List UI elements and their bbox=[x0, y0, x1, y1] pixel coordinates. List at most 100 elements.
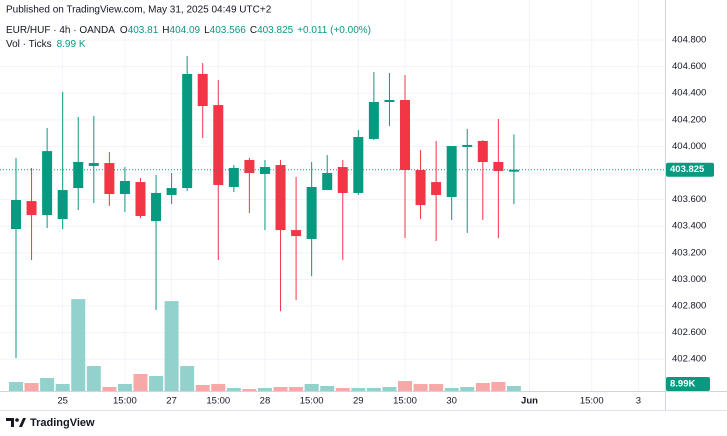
header-backdrop bbox=[0, 2, 250, 16]
volume-bar bbox=[164, 301, 179, 391]
legend-value: 403.566 bbox=[210, 25, 247, 36]
volume-bar bbox=[242, 389, 257, 391]
x-tick-label: 15:00 bbox=[300, 396, 324, 407]
axes: 402.400 402.600 402.800 403.000 403.200 403.4… bbox=[57, 35, 714, 407]
volume-title: Vol · Ticks bbox=[6, 39, 52, 50]
x-tick-label: Jun bbox=[521, 396, 538, 407]
volume-bar bbox=[226, 388, 241, 391]
candle-body bbox=[477, 140, 488, 162]
y-tick-label: 404.200 bbox=[672, 114, 706, 125]
x-tick-label: 27 bbox=[166, 396, 177, 407]
volume-bar bbox=[304, 384, 319, 391]
y-tick-label: 402.800 bbox=[672, 301, 706, 312]
volume-bar bbox=[460, 387, 475, 391]
x-tick-label: 15:00 bbox=[206, 396, 230, 407]
x-tick-label: 15:00 bbox=[580, 396, 604, 407]
y-tick-label: 402.600 bbox=[672, 327, 706, 338]
candle-body bbox=[151, 192, 162, 222]
candle-body bbox=[57, 190, 68, 220]
last-price-label: 403.825 bbox=[670, 164, 705, 175]
brand-logo bbox=[6, 418, 26, 427]
volume-bar bbox=[24, 383, 39, 391]
candle-body bbox=[213, 105, 224, 185]
x-tick-label: 28 bbox=[260, 396, 271, 407]
candle-body bbox=[353, 136, 364, 193]
candle-body bbox=[446, 146, 457, 197]
legend-value: 403.825 bbox=[257, 25, 294, 36]
y-tick-label: 403.000 bbox=[672, 274, 706, 285]
candle-body bbox=[73, 161, 84, 189]
candle-body bbox=[244, 159, 255, 174]
last-volume-tag bbox=[666, 377, 710, 391]
y-tick-label: 404.000 bbox=[672, 141, 706, 152]
candle-body bbox=[508, 169, 519, 172]
candle-body bbox=[135, 182, 146, 216]
volume-bar bbox=[506, 386, 521, 391]
y-tick-label: 403.400 bbox=[672, 221, 706, 232]
volume-bar bbox=[9, 382, 23, 391]
candle-body bbox=[197, 73, 208, 106]
volume-bar bbox=[133, 374, 148, 391]
volume-bar bbox=[335, 388, 350, 391]
candle-body bbox=[259, 167, 270, 174]
candle-body bbox=[26, 201, 37, 216]
legend: EUR/HUF · 4h · OANDA O403.81 H404.09 L403.5… bbox=[6, 25, 371, 36]
candle-body bbox=[291, 230, 302, 237]
volume-bar bbox=[117, 384, 132, 391]
x-tick-label: 15:00 bbox=[393, 396, 417, 407]
volume-bar bbox=[102, 387, 117, 391]
published-note: Published on TradingView.com, May 31, 20… bbox=[6, 5, 272, 16]
x-tick-label: 29 bbox=[353, 396, 364, 407]
last-price-tag bbox=[666, 162, 714, 177]
x-tick-label: 30 bbox=[446, 396, 457, 407]
candle-body bbox=[88, 163, 99, 166]
marks bbox=[0, 55, 665, 391]
volume-bar bbox=[398, 381, 412, 391]
candle-body bbox=[275, 165, 286, 231]
volume-bar bbox=[180, 366, 195, 391]
candle-body bbox=[42, 151, 53, 216]
candle-body bbox=[431, 182, 442, 195]
candle-body bbox=[11, 200, 21, 230]
y-tick-label: 402.400 bbox=[672, 354, 706, 365]
legend-value: 403.81 bbox=[128, 25, 159, 36]
legend-key: L bbox=[204, 25, 210, 36]
candle-body bbox=[384, 100, 395, 103]
x-tick-label: 25 bbox=[57, 396, 68, 407]
volume-bar bbox=[55, 384, 70, 391]
candle-body bbox=[306, 186, 317, 239]
y-tick-label: 404.800 bbox=[672, 35, 706, 46]
volume-bar bbox=[273, 387, 288, 391]
legend-key: C bbox=[250, 25, 257, 36]
volume-bar bbox=[149, 376, 164, 391]
candle-body bbox=[462, 144, 473, 147]
volume-bar bbox=[40, 378, 55, 391]
legend-change: +0.011 (+0.00%) bbox=[297, 25, 371, 36]
candle-body bbox=[322, 173, 333, 191]
candle-body bbox=[119, 181, 130, 195]
candle-body bbox=[166, 188, 177, 195]
volume-bar bbox=[413, 384, 428, 391]
volume-bar bbox=[351, 388, 366, 391]
candle-body bbox=[337, 167, 348, 193]
candle-body bbox=[182, 73, 193, 189]
last-volume-label: 8.99K bbox=[670, 379, 695, 390]
volume-bar bbox=[71, 299, 86, 391]
brand-name: TradingView bbox=[30, 417, 95, 429]
volume-bar bbox=[257, 388, 272, 391]
volume-bar bbox=[491, 382, 506, 391]
x-tick-label: 15:00 bbox=[113, 396, 137, 407]
volume-bar bbox=[444, 388, 459, 391]
y-tick-label: 404.400 bbox=[672, 88, 706, 99]
volume-value: 8.99 K bbox=[57, 39, 86, 50]
candle-body bbox=[493, 161, 504, 172]
legend-value: 404.09 bbox=[170, 25, 201, 36]
volume-bar bbox=[429, 384, 444, 391]
volume-bar bbox=[289, 387, 304, 391]
candle-body bbox=[415, 169, 426, 206]
candle-body bbox=[104, 163, 115, 195]
legend-key: O bbox=[120, 25, 128, 36]
volume-bar bbox=[475, 383, 490, 391]
candle-body bbox=[368, 102, 379, 139]
volume-bar bbox=[382, 387, 397, 391]
